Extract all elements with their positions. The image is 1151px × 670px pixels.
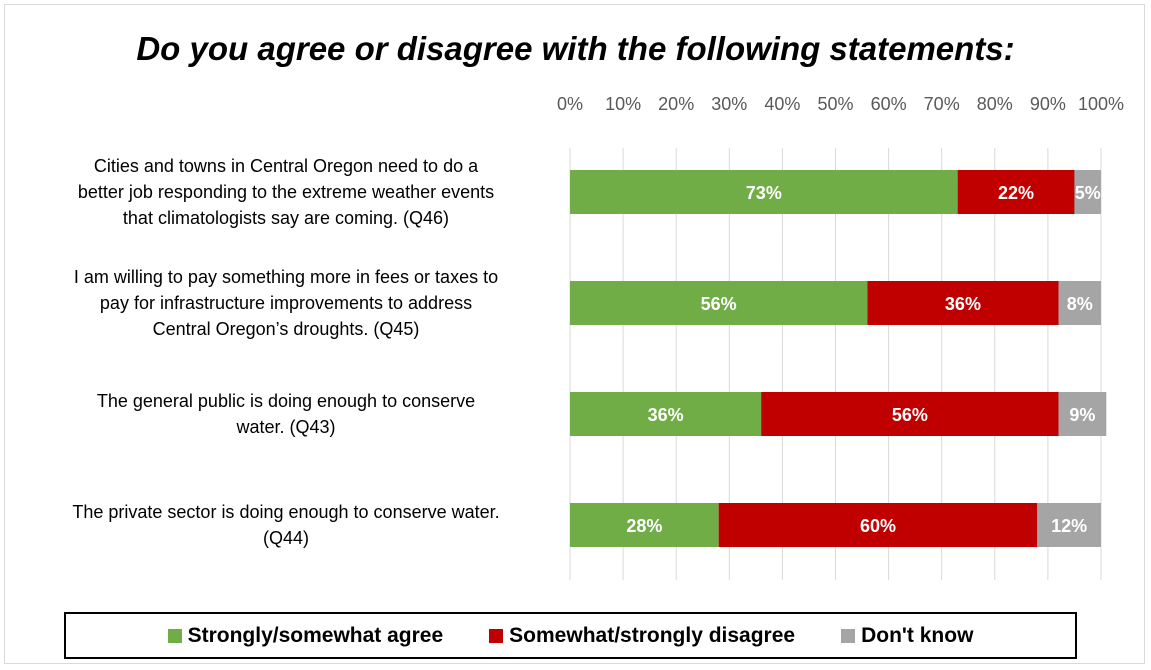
category-label-line: better job responding to the extreme wea…	[78, 182, 494, 202]
data-label: 60%	[860, 516, 896, 536]
category-label-line: Cities and towns in Central Oregon need …	[94, 156, 479, 176]
data-label: 5%	[1075, 183, 1101, 203]
bar-segment	[867, 281, 1059, 325]
data-label: 8%	[1067, 294, 1093, 314]
chart-title: Do you agree or disagree with the follow…	[136, 30, 1015, 67]
data-label: 56%	[701, 294, 737, 314]
data-label: 73%	[746, 183, 782, 203]
legend-label: Somewhat/strongly disagree	[509, 623, 796, 647]
x-tick-label: 80%	[977, 94, 1013, 114]
legend-swatch	[841, 628, 856, 643]
bar-segment	[1074, 170, 1101, 214]
x-tick-label: 50%	[817, 94, 853, 114]
x-axis-ticks: 0% 10% 20% 30% 40% 50% 60% 70% 80% 90% 100%	[557, 94, 1124, 114]
category-label-line: (Q44)	[263, 528, 309, 548]
bar-segment	[1058, 392, 1107, 436]
legend-label: Strongly/somewhat agree	[187, 623, 444, 647]
data-label: 12%	[1051, 516, 1087, 536]
bar-segment	[570, 392, 762, 436]
x-tick-label: 30%	[711, 94, 747, 114]
category-label-line: The private sector is doing enough to co…	[72, 502, 499, 522]
bar-segment	[761, 392, 1059, 436]
x-tick-label: 70%	[924, 94, 960, 114]
data-label: 56%	[892, 405, 928, 425]
x-tick-label: 40%	[764, 94, 800, 114]
category-label-line: The general public is doing enough to co…	[97, 391, 475, 411]
legend-label: Don't know	[861, 623, 974, 647]
category-label-line: I am willing to pay something more in fe…	[74, 267, 498, 287]
category-labels: Cities and towns in Central Oregon need …	[72, 156, 499, 548]
bar-segment	[718, 503, 1038, 547]
bar-segment	[570, 170, 958, 214]
x-tick-label: 100%	[1078, 94, 1124, 114]
legend: Strongly/somewhat agree Somewhat/strongly…	[64, 612, 1077, 659]
data-label: 22%	[998, 183, 1034, 203]
bar-segment	[570, 281, 868, 325]
bar-segment	[1058, 281, 1101, 325]
category-label-line: that climatologists say are coming. (Q46…	[123, 208, 449, 228]
legend-item: Strongly/somewhat agree	[167, 623, 444, 648]
category-label-line: pay for infrastructure improvements to a…	[100, 293, 472, 313]
data-label: 36%	[648, 405, 684, 425]
legend-item: Don't know	[841, 624, 973, 648]
bars: 73% 22% 5% 56% 36% 8% 36% 56% 9% 28% 60% 12%	[570, 170, 1107, 547]
category-label-line: Central Oregon’s droughts. (Q45)	[153, 319, 420, 339]
data-label: 36%	[945, 294, 981, 314]
legend-item: Somewhat/strongly disagree	[489, 624, 795, 648]
category-label-line: water. (Q43)	[235, 417, 335, 437]
x-tick-label: 0%	[557, 94, 583, 114]
chart-frame	[4, 4, 1145, 664]
legend-swatch	[489, 628, 504, 643]
x-tick-label: 90%	[1030, 94, 1066, 114]
bar-segment	[570, 503, 719, 547]
legend-swatch	[167, 628, 182, 643]
x-tick-label: 20%	[658, 94, 694, 114]
bar-segment	[957, 170, 1075, 214]
bar-segment	[1037, 503, 1101, 547]
x-tick-label: 60%	[871, 94, 907, 114]
x-tick-label: 10%	[605, 94, 641, 114]
data-label: 28%	[626, 516, 662, 536]
data-label: 9%	[1069, 405, 1095, 425]
